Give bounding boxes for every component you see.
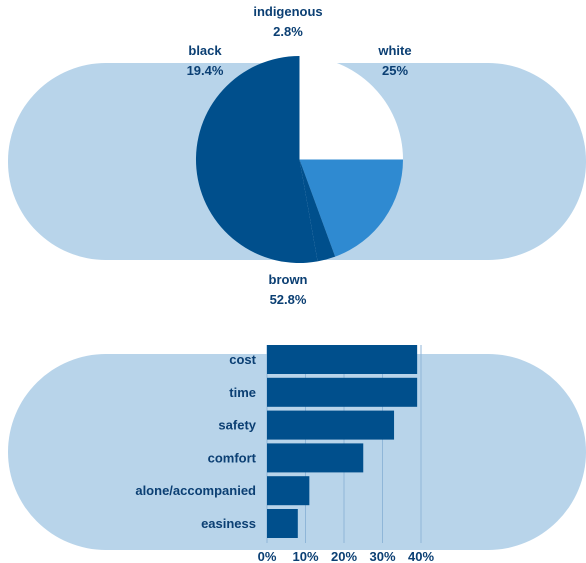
bar-alone-accompanied (267, 476, 310, 506)
pie-value-label-indigenous: 2.8% (273, 24, 303, 39)
pie-value-label-black: 19.4% (187, 63, 224, 78)
category-label-safety: safety (218, 418, 256, 433)
category-label-comfort: comfort (208, 450, 257, 465)
pie-slice-white (299, 56, 403, 160)
category-label-time: time (229, 385, 256, 400)
pie-chart: white 25% black 19.4% indigenous 2.8% brown 52.… (8, 4, 586, 307)
pie-label-brown: brown (269, 272, 308, 287)
bar-safety (267, 410, 395, 440)
bar-chart: cost time safety comfort alone/accompanied ea… (8, 345, 586, 563)
pie-label-indigenous: indigenous (253, 4, 322, 19)
x-tick-label-40: 40% (408, 549, 434, 563)
category-label-alone-accompanied: alone/accompanied (135, 483, 256, 498)
pie-slice-brown (195, 55, 318, 263)
category-label-easiness: easiness (201, 516, 256, 531)
x-tick-label-10: 10% (292, 549, 318, 563)
pie-value-label-brown: 52.8% (270, 292, 307, 307)
bar-comfort (267, 443, 364, 473)
pie-slice-black (299, 159, 403, 257)
category-label-cost: cost (229, 352, 256, 367)
pie-value-label-white: 25% (382, 63, 408, 78)
x-tick-label-30: 30% (369, 549, 395, 563)
x-tick-label-20: 20% (331, 549, 357, 563)
x-tick-label-0: 0% (258, 549, 277, 563)
bar-easiness (267, 509, 298, 538)
pie-label-white: white (377, 43, 411, 58)
bar-cost (267, 345, 418, 374)
bar-time (267, 377, 418, 407)
pie-label-black: black (188, 43, 222, 58)
pie-slice-indigenous (299, 159, 336, 262)
